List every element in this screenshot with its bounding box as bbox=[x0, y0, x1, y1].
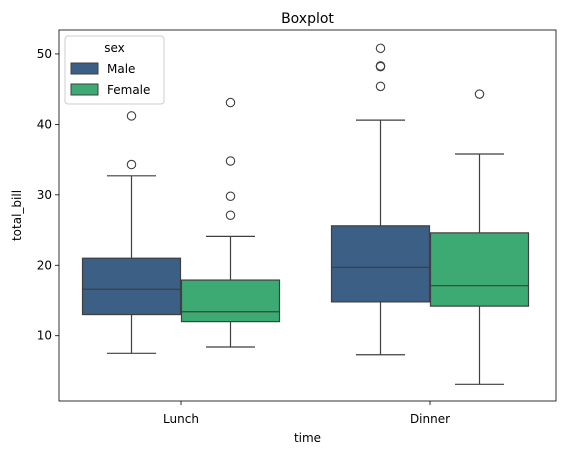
plot-frame bbox=[58, 29, 557, 402]
y-tick-label: 30 bbox=[37, 188, 52, 202]
outlier-point bbox=[474, 89, 485, 99]
y-tick-label: 10 bbox=[37, 329, 52, 343]
outlier-point bbox=[375, 43, 386, 54]
box-iqr bbox=[180, 279, 281, 323]
outlier-point bbox=[225, 97, 236, 108]
outlier-point bbox=[225, 191, 236, 201]
x-tick-label: Dinner bbox=[410, 412, 450, 426]
x-tick-label: Lunch bbox=[163, 412, 199, 426]
legend-swatch-female bbox=[70, 83, 99, 96]
y-tick-label: 20 bbox=[37, 258, 52, 272]
y-tick-label: 40 bbox=[37, 117, 52, 131]
box-female-dinner bbox=[429, 89, 530, 385]
legend-title: sex bbox=[104, 41, 125, 55]
box-iqr bbox=[330, 225, 431, 303]
outlier-point bbox=[126, 111, 137, 121]
x-axis-label: time bbox=[294, 431, 321, 445]
chart-title: Boxplot bbox=[281, 11, 334, 27]
outlier-point bbox=[375, 61, 386, 71]
outlier-point bbox=[225, 156, 236, 166]
outlier-point bbox=[126, 159, 137, 170]
legend-label-female: Female bbox=[107, 83, 150, 97]
box-male-dinner bbox=[330, 43, 431, 356]
outlier-point bbox=[225, 210, 236, 221]
box-male-lunch bbox=[81, 111, 182, 354]
legend-swatch-male bbox=[70, 62, 99, 75]
box-iqr bbox=[81, 257, 182, 316]
box-female-lunch bbox=[180, 97, 281, 348]
y-axis-label: total_bill bbox=[10, 190, 24, 241]
outlier-point bbox=[375, 81, 386, 92]
legend-label-male: Male bbox=[107, 62, 135, 76]
y-tick-label: 50 bbox=[37, 47, 52, 61]
box-iqr bbox=[429, 232, 530, 307]
